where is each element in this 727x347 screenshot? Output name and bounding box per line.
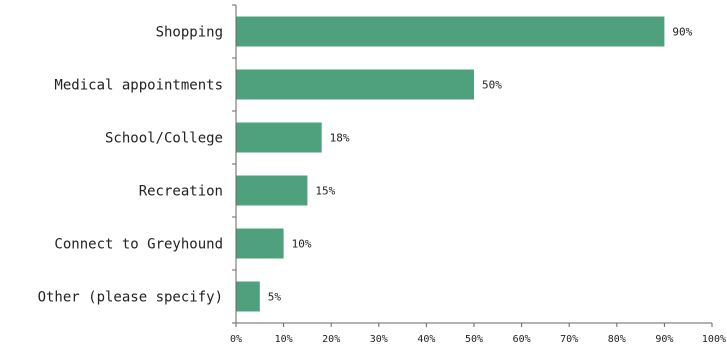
x-tick-label: 10% xyxy=(275,334,293,345)
x-tick-label: 70% xyxy=(560,334,578,345)
value-label-connect-to-greyhound: 10% xyxy=(292,238,312,251)
x-tick-label: 50% xyxy=(465,334,483,345)
x-tick-label: 100% xyxy=(702,334,726,345)
bar-connect-to-greyhound xyxy=(236,228,284,259)
value-label-medical-appointments: 50% xyxy=(482,79,502,92)
bar-recreation xyxy=(236,175,308,206)
bar-school-college xyxy=(236,122,322,153)
category-label-shopping: Shopping xyxy=(156,25,223,41)
x-tick-label: 40% xyxy=(417,334,435,345)
category-label-school-college: School/College xyxy=(105,131,223,147)
category-label-connect-to-greyhound: Connect to Greyhound xyxy=(54,237,223,253)
bar-shopping xyxy=(236,16,665,47)
x-tick-label: 0% xyxy=(230,334,242,345)
category-label-recreation: Recreation xyxy=(139,184,223,200)
value-label-school-college: 18% xyxy=(330,132,350,145)
x-tick-label: 80% xyxy=(608,334,626,345)
axis-layer: 0% 10% 20% 30% 40% 50% 60% 70% 80% 90% 100% xyxy=(230,4,726,345)
bar-other-please-specify xyxy=(236,281,260,312)
category-label-medical-appointments: Medical appointments xyxy=(54,78,223,94)
category-label-other-please-specify: Other (please specify) xyxy=(38,290,223,306)
bar-medical-appointments xyxy=(236,69,474,100)
x-tick-label: 20% xyxy=(322,334,340,345)
value-label-shopping: 90% xyxy=(672,26,692,39)
labels-layer: Shopping 90% Medical appointments 50% School… xyxy=(38,25,693,306)
x-tick-label: 30% xyxy=(370,334,388,345)
bars-layer xyxy=(236,16,665,312)
x-tick-label: 90% xyxy=(655,334,673,345)
x-tick-label: 60% xyxy=(513,334,531,345)
value-label-recreation: 15% xyxy=(315,185,335,198)
value-label-other-please-specify: 5% xyxy=(268,291,282,304)
